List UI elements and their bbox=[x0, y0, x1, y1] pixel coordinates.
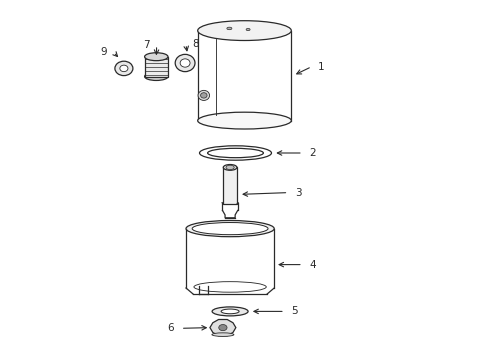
Bar bbox=[223, 167, 237, 204]
Ellipse shape bbox=[245, 28, 249, 31]
Ellipse shape bbox=[144, 53, 168, 61]
Ellipse shape bbox=[197, 21, 291, 40]
Ellipse shape bbox=[198, 90, 209, 100]
Text: 7: 7 bbox=[143, 40, 150, 50]
Ellipse shape bbox=[200, 93, 206, 98]
Text: 1: 1 bbox=[318, 62, 324, 72]
Ellipse shape bbox=[223, 165, 237, 170]
Ellipse shape bbox=[221, 309, 239, 314]
Text: 6: 6 bbox=[167, 323, 174, 333]
Text: 5: 5 bbox=[291, 306, 297, 316]
Ellipse shape bbox=[218, 324, 226, 331]
Ellipse shape bbox=[144, 73, 168, 81]
Ellipse shape bbox=[192, 222, 267, 235]
Ellipse shape bbox=[185, 220, 274, 237]
Ellipse shape bbox=[197, 112, 291, 129]
Ellipse shape bbox=[225, 165, 234, 170]
Text: 2: 2 bbox=[309, 148, 315, 158]
Ellipse shape bbox=[120, 65, 128, 72]
Ellipse shape bbox=[180, 59, 190, 67]
Ellipse shape bbox=[211, 333, 233, 336]
Bar bbox=[144, 57, 168, 77]
Text: 8: 8 bbox=[192, 39, 199, 49]
Ellipse shape bbox=[175, 54, 195, 72]
Text: 3: 3 bbox=[294, 188, 301, 198]
Text: 4: 4 bbox=[309, 260, 315, 270]
Text: 9: 9 bbox=[100, 47, 107, 57]
Ellipse shape bbox=[226, 27, 231, 30]
Ellipse shape bbox=[212, 307, 247, 316]
Ellipse shape bbox=[115, 61, 133, 76]
Polygon shape bbox=[209, 320, 235, 336]
